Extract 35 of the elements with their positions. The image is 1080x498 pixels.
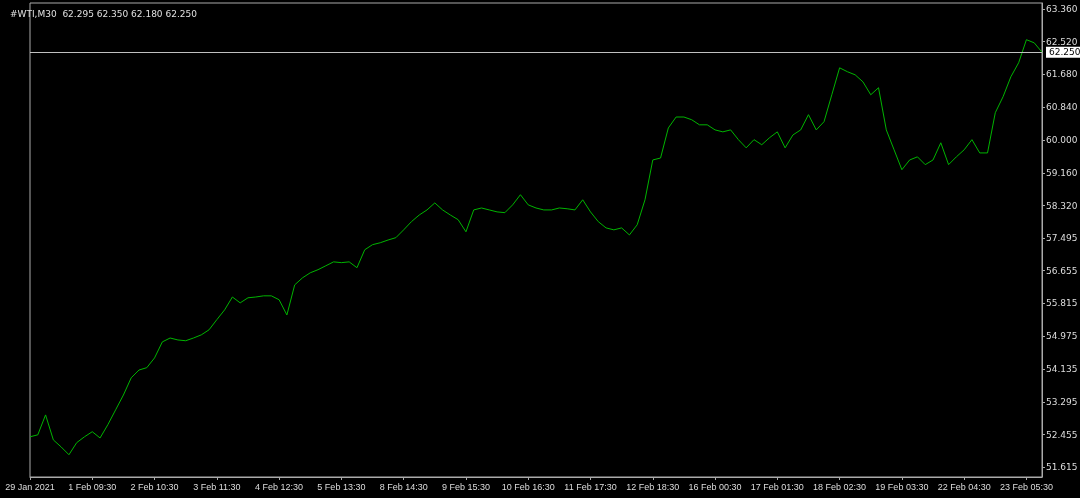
x-tick-label: 16 Feb 00:30 <box>688 481 742 492</box>
x-tick-label: 3 Feb 11:30 <box>193 481 241 492</box>
y-tick-label: 60.840 <box>1046 102 1078 113</box>
y-tick-label: 54.135 <box>1046 364 1078 375</box>
ref-line-label: 62.250 <box>1049 47 1080 58</box>
y-tick-label: 60.000 <box>1046 135 1078 146</box>
line-series <box>29 39 1043 456</box>
x-tick-label: 22 Feb 04:30 <box>937 481 991 492</box>
y-tick-label: 62.520 <box>1046 36 1078 47</box>
y-tick-label: 51.615 <box>1046 462 1078 473</box>
x-tick-label: 18 Feb 02:30 <box>813 481 867 492</box>
y-tick-label: 53.295 <box>1046 396 1078 407</box>
y-tick-label: 54.975 <box>1046 331 1078 342</box>
x-tick-label: 29 Jan 2021 <box>5 481 55 492</box>
x-tick-label: 19 Feb 03:30 <box>875 481 929 492</box>
x-tick-label: 9 Feb 15:30 <box>441 481 490 492</box>
y-tick-label: 55.815 <box>1046 298 1078 309</box>
x-tick-label: 1 Feb 09:30 <box>68 481 117 492</box>
x-tick-label: 2 Feb 10:30 <box>130 481 179 492</box>
y-tick-label: 52.455 <box>1046 429 1078 440</box>
x-tick-label: 8 Feb 14:30 <box>379 481 428 492</box>
y-tick-label: 61.680 <box>1046 69 1078 80</box>
x-tick-label: 10 Feb 16:30 <box>501 481 555 492</box>
y-tick-label: 59.160 <box>1046 167 1078 178</box>
x-tick-label: 17 Feb 01:30 <box>750 481 804 492</box>
y-tick-label: 58.320 <box>1046 200 1078 211</box>
y-tick-label: 63.360 <box>1046 3 1078 14</box>
y-tick-label: 56.655 <box>1046 265 1078 276</box>
x-tick-label: 23 Feb 05:30 <box>999 481 1053 492</box>
x-tick-label: 5 Feb 13:30 <box>317 481 366 492</box>
text: #WTI,M30 62.295 62.350 62.180 62.250 <box>10 8 198 19</box>
x-tick-label: 4 Feb 12:30 <box>255 481 304 492</box>
y-tick-label: 57.495 <box>1046 232 1078 243</box>
x-tick-label: 12 Feb 18:30 <box>626 481 680 492</box>
x-tick-label: 11 Feb 17:30 <box>564 481 617 492</box>
